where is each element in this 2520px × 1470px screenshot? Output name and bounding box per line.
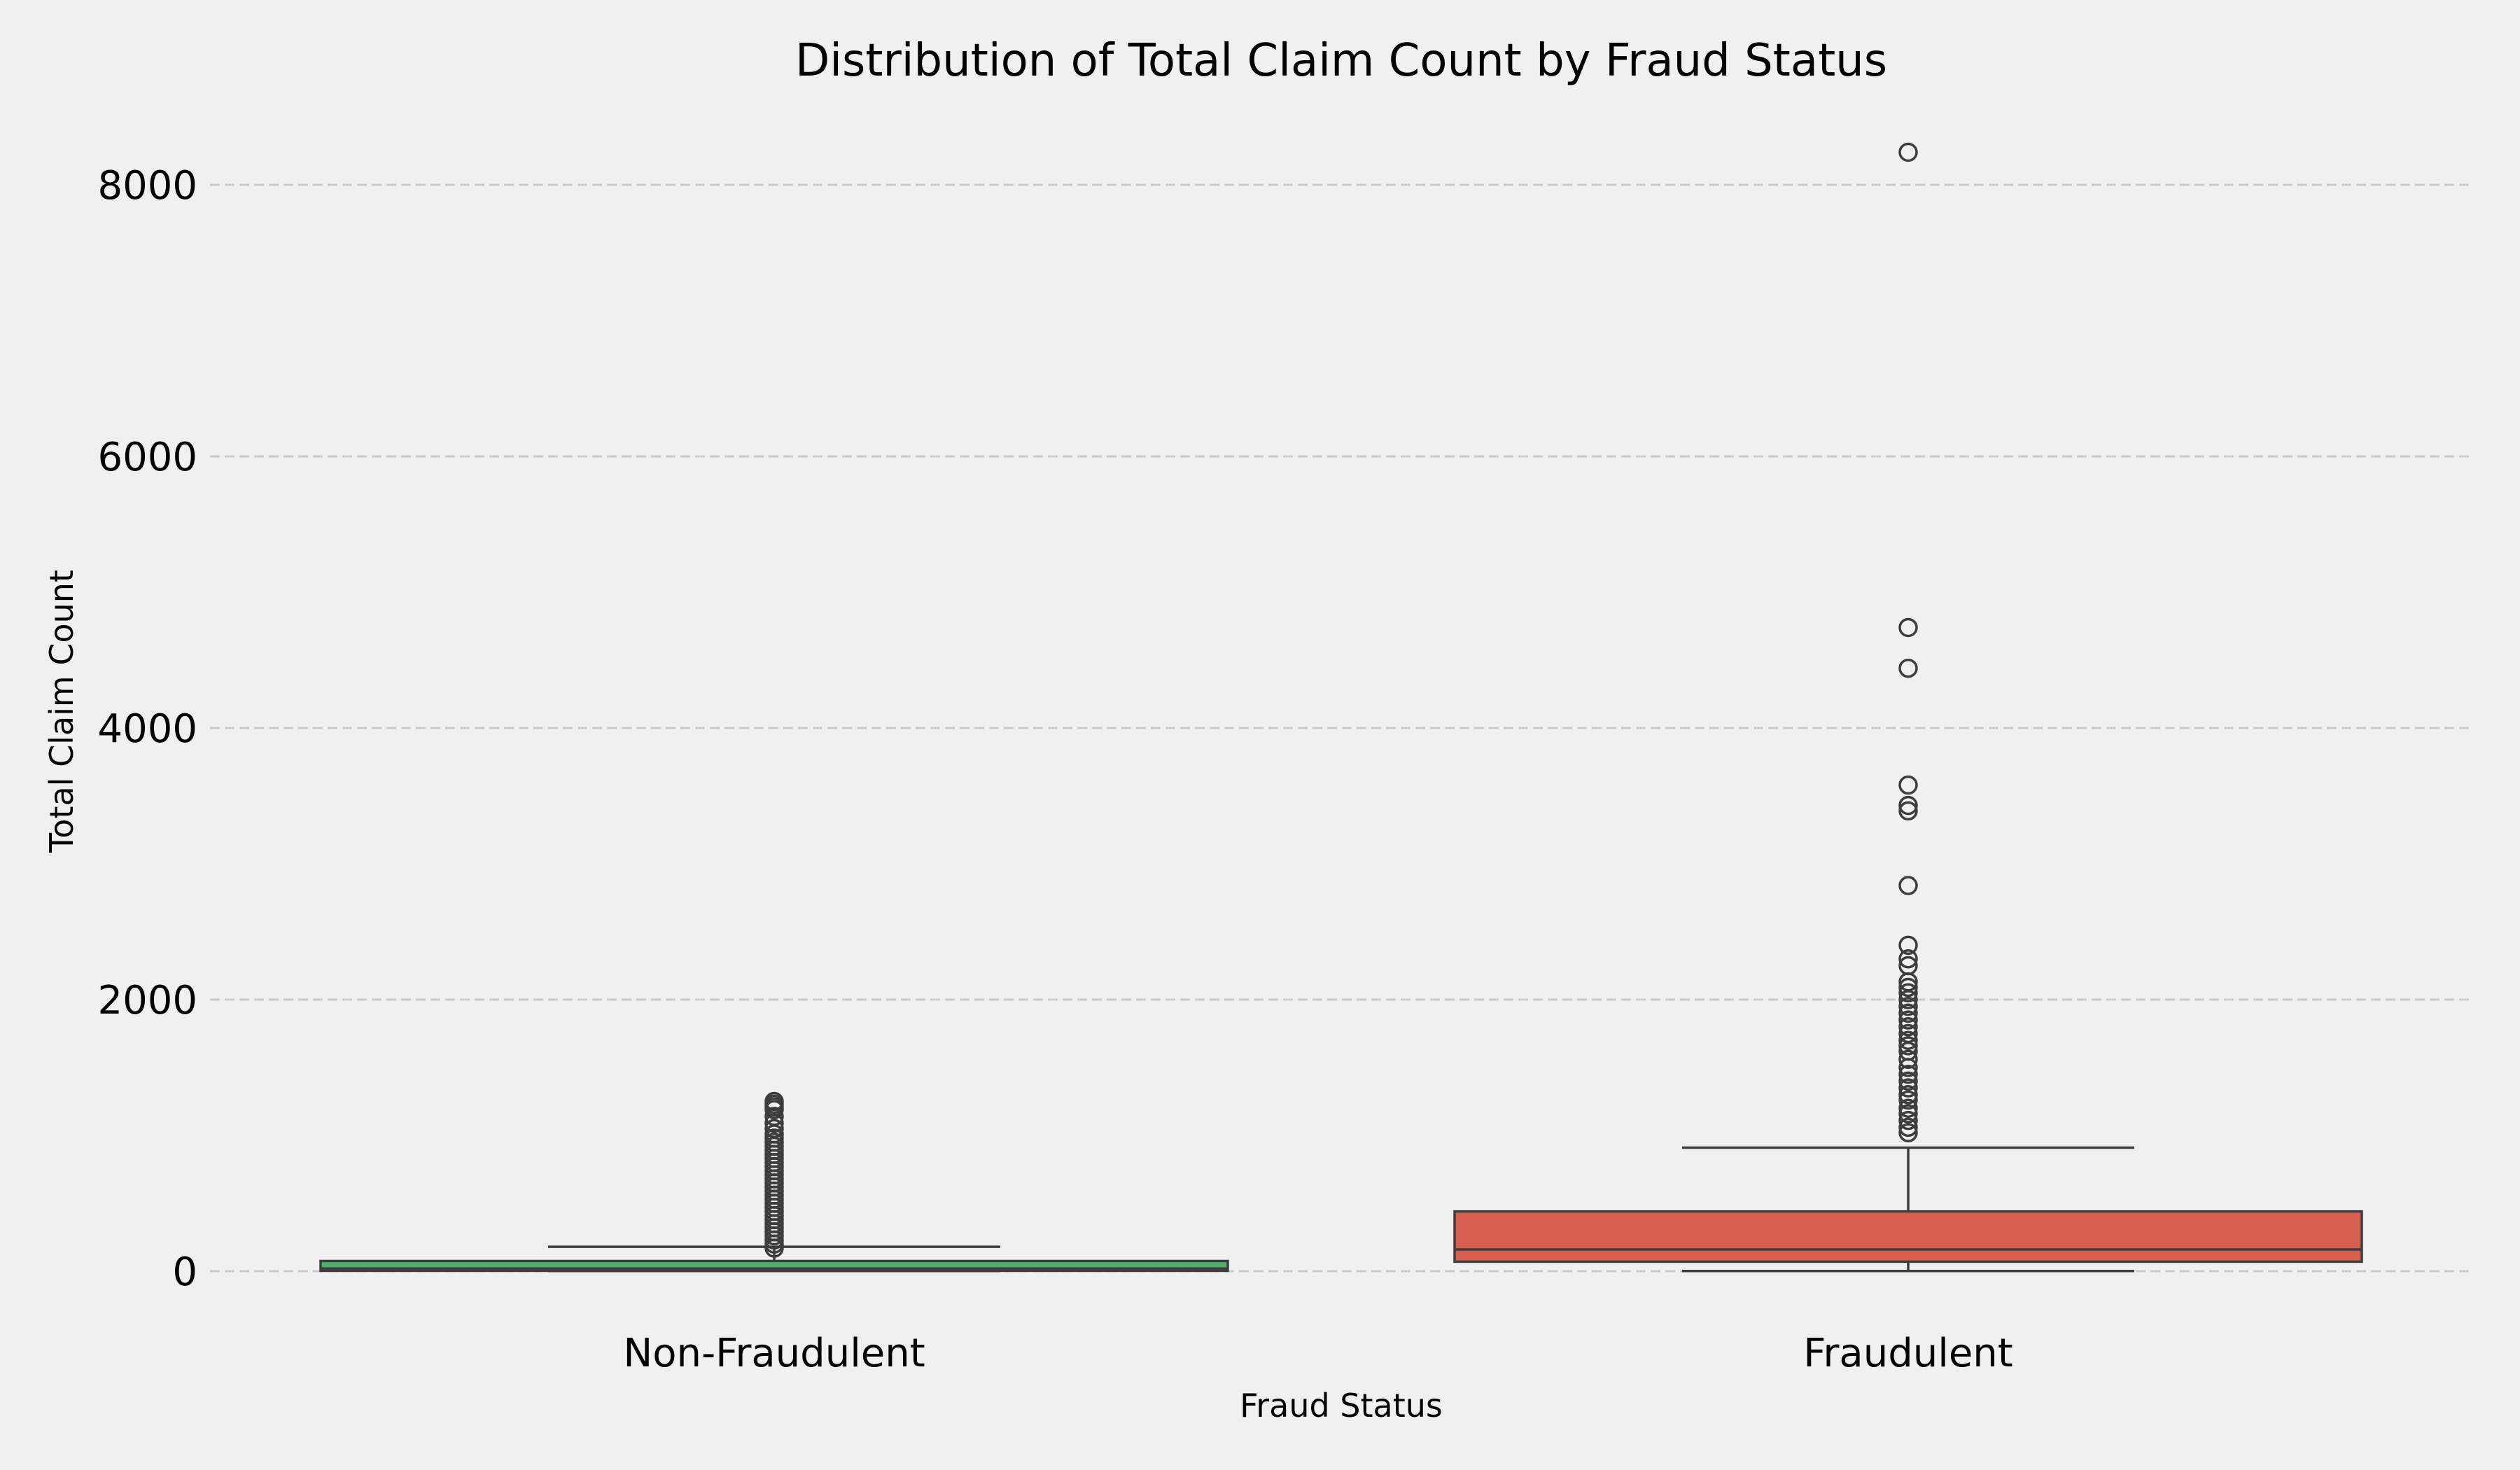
outlier-point [1898, 983, 1918, 1003]
outlier-point [1898, 142, 1918, 162]
outlier-point [1898, 1071, 1918, 1091]
outlier-point [1898, 1123, 1918, 1142]
outlier-point [764, 1091, 784, 1112]
outlier-point [1898, 1098, 1918, 1118]
outlier-point [1898, 1030, 1918, 1050]
y-tick-label: 6000 [97, 435, 197, 480]
y-tick-label: 4000 [97, 706, 197, 752]
x-axis-title: Fraud Status [1240, 1387, 1443, 1424]
outlier-point [764, 1119, 784, 1139]
iqr-box [1453, 1210, 2363, 1264]
outlier-point [1898, 1090, 1918, 1110]
box-group-fraudulent [1453, 142, 2363, 1273]
outlier-point [1898, 1110, 1918, 1130]
outlier-point [1898, 1104, 1918, 1124]
outlier-point [1898, 1023, 1918, 1044]
outlier-point [1898, 977, 1918, 997]
outlier-point [1898, 1064, 1918, 1084]
y-tick-label: 2000 [97, 978, 197, 1023]
outlier-point [1898, 955, 1918, 976]
grid-layer [210, 183, 2471, 1273]
outlier-point [764, 1107, 784, 1126]
outlier-point [1898, 801, 1918, 821]
outlier-point [1898, 876, 1918, 895]
y-axis-title: Total Claim Count [43, 570, 80, 853]
outlier-point [1898, 949, 1918, 969]
outlier-point [1898, 996, 1918, 1016]
x-tick-label: Non-Fraudulent [623, 1331, 925, 1376]
outlier-point [1898, 1010, 1918, 1030]
x-tick-label: Fraudulent [1803, 1331, 2012, 1376]
label-layer: Distribution of Total Claim Count by Fra… [43, 35, 2013, 1424]
chart-title: Distribution of Total Claim Count by Fra… [795, 35, 1887, 87]
box-group-non-fraudulent [319, 1091, 1229, 1273]
outlier-point [1898, 617, 1918, 638]
outlier-point [1898, 1117, 1918, 1138]
outlier-point [1898, 1036, 1918, 1056]
outlier-point [1898, 1017, 1918, 1037]
y-tick-label: 8000 [97, 163, 197, 209]
outlier-point [1898, 1049, 1918, 1070]
box-layer [319, 142, 2363, 1273]
outlier-point [1898, 658, 1918, 678]
outlier-point [1898, 775, 1918, 795]
outlier-point [1898, 1085, 1918, 1105]
y-tick-label: 0 [172, 1250, 197, 1295]
outlier-point [1898, 935, 1918, 955]
outlier-point [1898, 795, 1918, 816]
outlier-point [1898, 1078, 1918, 1098]
outlier-point [1898, 1003, 1918, 1023]
